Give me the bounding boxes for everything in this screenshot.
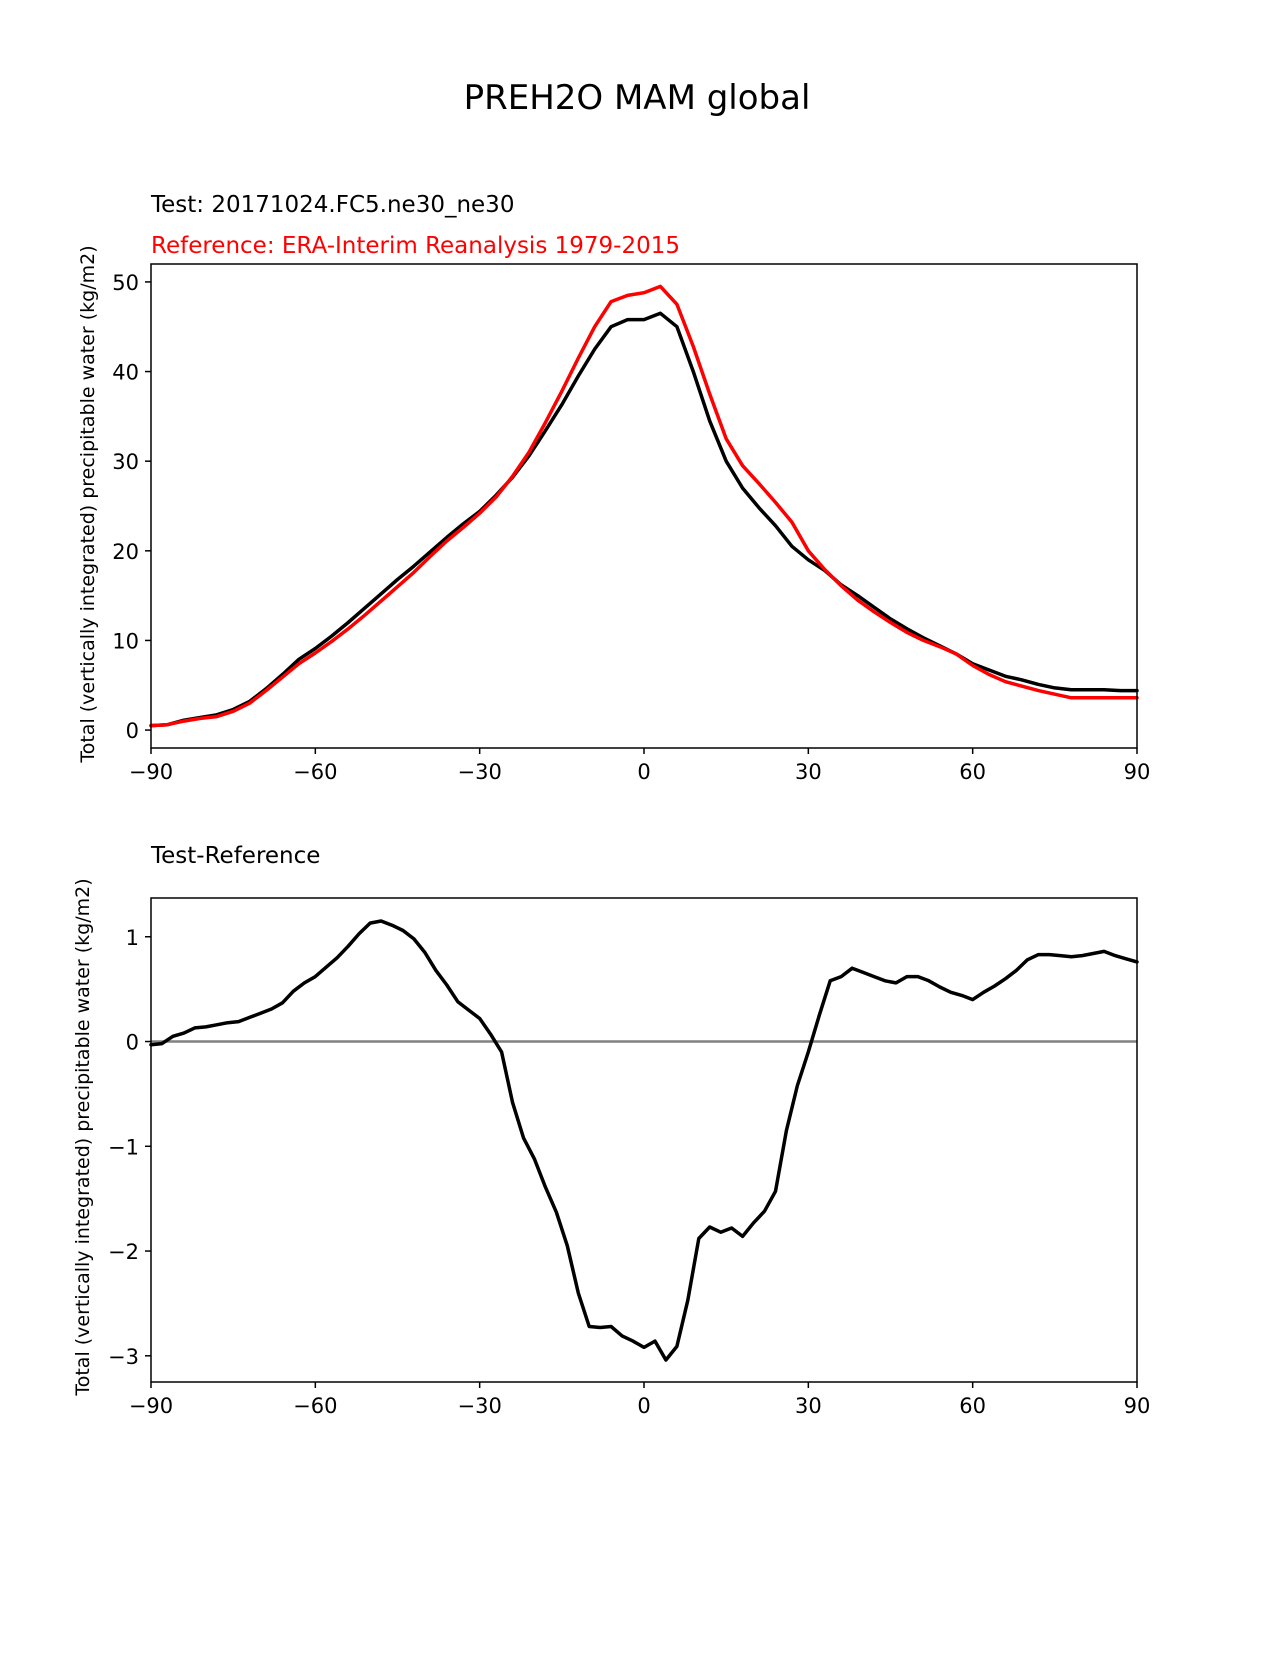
top-x-tick-label: 0 [637, 760, 650, 784]
top-y-tick-label: 40 [112, 361, 139, 385]
reference-title: Reference: ERA-Interim Reanalysis 1979-2… [151, 233, 680, 259]
bottom-y-tick-label: −2 [108, 1240, 139, 1264]
bottom-x-tick-label: 90 [1124, 1394, 1151, 1418]
figure-title: PREH2O MAM global [464, 78, 811, 118]
bottom-x-tick-label: 0 [637, 1394, 650, 1418]
top-y-tick-label: 30 [112, 450, 139, 474]
top-y-axis-label: Total (vertically integrated) precipitab… [77, 245, 99, 763]
top-x-tick-label: −90 [129, 760, 173, 784]
top-x-tick-label: −60 [293, 760, 337, 784]
bottom-x-tick-label: −90 [129, 1394, 173, 1418]
top-y-tick-label: 0 [126, 719, 139, 743]
top-x-tick-label: 30 [795, 760, 822, 784]
bottom-y-tick-label: 0 [126, 1031, 139, 1055]
top-y-tick-label: 20 [112, 540, 139, 564]
bottom-y-tick-label: −1 [108, 1135, 139, 1159]
bottom-x-tick-label: −60 [293, 1394, 337, 1418]
top-panel: Test: 20171024.FC5.ne30_ne30 Reference: … [77, 192, 1150, 784]
bottom-y-axis-label: Total (vertically integrated) precipitab… [72, 878, 94, 1396]
bottom-panel: Test-Reference Total (vertically integra… [72, 843, 1150, 1418]
bottom-x-tick-label: −30 [458, 1394, 502, 1418]
top-x-tick-label: 60 [959, 760, 986, 784]
reference-series-line [149, 284, 1139, 728]
difference-title: Test-Reference [150, 843, 320, 869]
bottom-y-tick-label: −3 [108, 1345, 139, 1369]
bottom-x-tick-label: 60 [959, 1394, 986, 1418]
bottom-plot-frame [150, 897, 1138, 1383]
top-x-tick-label: −30 [458, 760, 502, 784]
test-reference-series-line [149, 919, 1139, 1362]
top-x-tick-label: 90 [1124, 760, 1151, 784]
top-y-tick-label: 50 [112, 271, 139, 295]
test-title: Test: 20171024.FC5.ne30_ne30 [150, 192, 514, 218]
top-y-tick-label: 10 [112, 629, 139, 653]
bottom-y-tick-label: 1 [126, 926, 139, 950]
bottom-x-tick-label: 30 [795, 1394, 822, 1418]
top-plot-frame [150, 263, 1138, 749]
